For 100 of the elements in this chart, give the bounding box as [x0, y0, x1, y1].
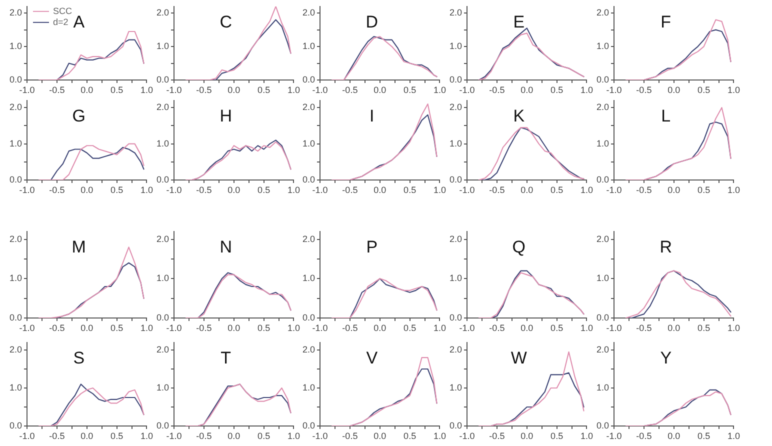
- chart-title: I: [370, 106, 374, 126]
- y-tick-label: 0.0: [596, 420, 609, 430]
- x-tick-label: 1.0: [727, 84, 740, 95]
- x-tick-label: -0.5: [49, 430, 65, 441]
- x-tick-label: 1.0: [140, 322, 153, 333]
- x-tick-label: 0.5: [110, 84, 124, 95]
- chart-title: M: [72, 238, 86, 257]
- x-tick-label: 1.0: [140, 84, 153, 95]
- x-tick-label: -0.5: [342, 84, 358, 95]
- x-tick-label: -0.5: [342, 322, 358, 333]
- x-tick-label: 1.0: [140, 430, 153, 441]
- y-tick-label: 0.0: [302, 74, 315, 84]
- x-tick-label: 0.0: [520, 84, 534, 95]
- x-tick-label: -0.5: [489, 84, 505, 95]
- x-tick-label: 0.0: [80, 184, 94, 195]
- y-tick-label: 1.0: [596, 273, 609, 284]
- y-tick-label: 2.0: [302, 102, 315, 112]
- y-tick-label: 2.0: [449, 102, 462, 112]
- x-tick-label: 0.5: [258, 322, 270, 333]
- x-tick-label: 0.0: [520, 184, 534, 195]
- chart-title: C: [220, 12, 232, 32]
- y-tick-label: 1.0: [302, 273, 315, 284]
- chart-title: K: [513, 106, 526, 126]
- x-tick-label: 1.0: [433, 184, 446, 195]
- x-tick-label: 1.0: [433, 430, 446, 441]
- x-tick-label: -0.5: [342, 184, 358, 195]
- y-tick-label: 1.0: [449, 382, 462, 392]
- x-tick-label: 1.0: [580, 184, 593, 195]
- x-tick-label: -0.5: [636, 430, 652, 441]
- y-tick-label: 2.0: [449, 234, 462, 244]
- y-tick-label: 1.0: [596, 41, 609, 52]
- chart-title: E: [513, 12, 525, 32]
- chart-title: P: [366, 238, 378, 257]
- x-tick-label: -0.5: [636, 84, 652, 95]
- y-tick-label: 1.0: [9, 41, 22, 52]
- x-tick-label: -1.0: [166, 184, 182, 195]
- legend-label: SCC: [53, 6, 72, 16]
- x-tick-label: 0.0: [374, 184, 386, 195]
- x-tick-label: -0.5: [49, 322, 65, 333]
- x-tick-label: 1.0: [727, 322, 740, 333]
- legend-label: d=2: [53, 16, 68, 27]
- x-tick-label: 1.0: [287, 430, 300, 441]
- x-tick-label: -0.5: [489, 322, 505, 333]
- y-tick-label: 0.0: [156, 312, 169, 322]
- y-tick-label: 2.0: [156, 234, 169, 244]
- x-tick-label: 0.5: [550, 184, 564, 195]
- y-tick-label: 2.0: [302, 234, 315, 244]
- y-tick-label: 1.0: [302, 41, 315, 52]
- x-tick-label: -1.0: [312, 84, 328, 95]
- y-tick-label: 0.0: [449, 174, 462, 184]
- x-tick-label: 0.0: [228, 322, 240, 333]
- chart-title: F: [660, 12, 672, 32]
- y-tick-label: 2.0: [302, 8, 315, 18]
- y-tick-label: 1.0: [449, 138, 462, 148]
- y-tick-label: 1.0: [302, 138, 315, 148]
- x-tick-label: 0.5: [404, 322, 416, 333]
- chart-title: S: [73, 348, 85, 368]
- y-tick-label: 0.0: [449, 74, 462, 84]
- x-tick-label: -1.0: [19, 430, 35, 441]
- y-tick-label: 1.0: [596, 138, 609, 148]
- x-tick-label: -1.0: [19, 322, 35, 333]
- y-tick-label: 2.0: [9, 234, 22, 244]
- x-tick-label: 1.0: [580, 430, 593, 441]
- x-tick-label: 0.0: [228, 184, 240, 195]
- y-tick-label: 0.0: [9, 420, 22, 430]
- y-tick-label: 0.0: [449, 312, 462, 322]
- x-tick-label: 0.5: [550, 322, 564, 333]
- y-tick-label: 0.0: [9, 74, 22, 84]
- x-tick-label: 0.5: [550, 430, 564, 441]
- x-tick-label: 0.5: [404, 84, 416, 95]
- x-tick-label: 0.0: [374, 322, 386, 333]
- x-tick-label: 0.0: [668, 84, 680, 95]
- x-tick-label: -1.0: [166, 322, 182, 333]
- x-tick-label: -1.0: [312, 430, 328, 441]
- chart-title: D: [366, 12, 378, 32]
- y-tick-label: 1.0: [9, 138, 22, 148]
- x-tick-label: 0.0: [668, 184, 680, 195]
- y-tick-label: 1.0: [156, 273, 169, 284]
- chart-title: G: [72, 106, 86, 126]
- y-tick-label: 0.0: [156, 74, 169, 84]
- x-tick-label: 1.0: [727, 184, 740, 195]
- x-tick-label: -1.0: [312, 322, 328, 333]
- x-tick-label: -0.5: [49, 84, 65, 95]
- chart-title: H: [220, 106, 232, 126]
- y-tick-label: 2.0: [9, 8, 22, 18]
- x-tick-label: -1.0: [166, 84, 182, 95]
- y-tick-label: 2.0: [302, 344, 315, 354]
- x-tick-label: 0.0: [228, 84, 240, 95]
- chart-title: Q: [512, 238, 526, 257]
- chart-title: W: [510, 348, 527, 368]
- x-tick-label: -0.5: [196, 184, 212, 195]
- chart-title: R: [660, 238, 672, 257]
- y-tick-label: 1.0: [9, 273, 22, 284]
- x-tick-label: 0.5: [550, 84, 564, 95]
- y-tick-label: 0.0: [449, 420, 462, 430]
- chart-title: V: [366, 348, 378, 368]
- y-tick-label: 2.0: [9, 344, 22, 354]
- x-tick-label: -0.5: [196, 322, 212, 333]
- x-tick-label: 1.0: [287, 322, 300, 333]
- x-tick-label: 0.5: [404, 430, 416, 441]
